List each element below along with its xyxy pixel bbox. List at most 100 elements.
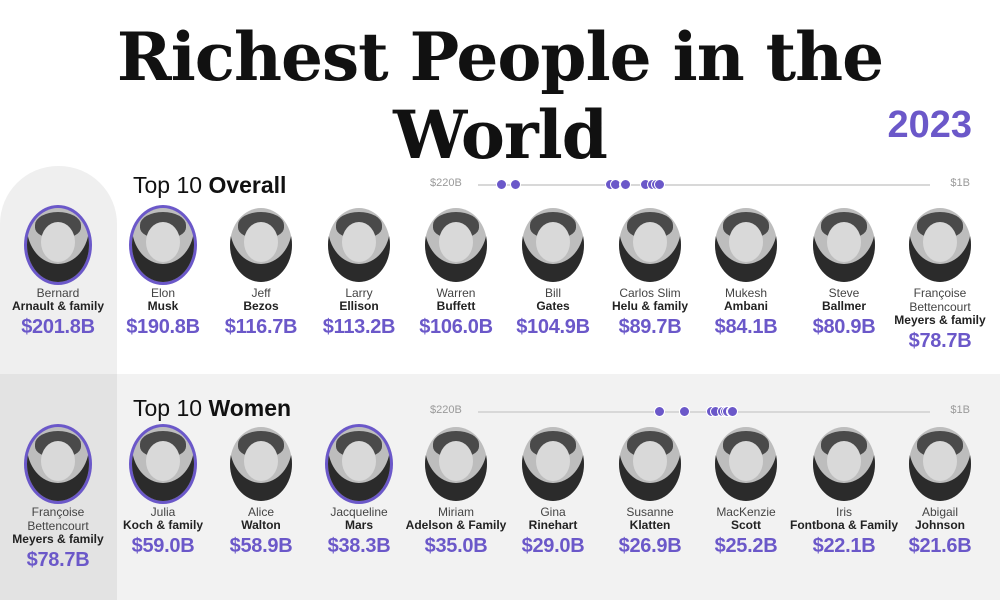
portrait-face [146, 441, 180, 481]
person-net-worth: $89.7B [618, 316, 682, 338]
person-first-name: Warren [436, 286, 476, 300]
portrait-face [342, 222, 376, 262]
person-last-name: Walton [241, 518, 281, 532]
portrait-avatar [132, 427, 194, 501]
portrait-avatar [425, 427, 487, 501]
portrait-avatar [813, 427, 875, 501]
person-net-worth: $113.2B [322, 316, 396, 338]
person-net-worth: $26.9B [618, 535, 682, 557]
person-last-name: Mars [344, 518, 373, 532]
person-card: MacKenzie Scott $25.2B [690, 427, 802, 558]
person-card: Larry Ellison $113.2B [303, 208, 415, 339]
portrait-face [439, 222, 473, 262]
women-title-bold: Women [208, 395, 292, 421]
net-worth-dot [510, 179, 522, 190]
person-last-name: Musk [147, 299, 179, 313]
women-scale: $220B $1B [420, 402, 980, 422]
person-first-name: Julia [150, 505, 176, 519]
person-net-worth: $35.0B [424, 535, 488, 557]
portrait-face [633, 441, 667, 481]
person-net-worth: $29.0B [521, 535, 585, 557]
person-first-name: Alice [247, 505, 274, 519]
portrait-avatar [132, 208, 194, 282]
person-last-name: Meyers & family [894, 313, 986, 327]
overall-scale-max: $220B [430, 177, 462, 189]
year-label: 2023 [887, 104, 972, 146]
person-card: Iris Fontbona & Family $22.1B [788, 427, 900, 558]
net-worth-dot [496, 179, 508, 190]
portrait-avatar [715, 427, 777, 501]
person-first-name: Iris [836, 505, 852, 519]
portrait-avatar [230, 427, 292, 501]
person-net-worth: $38.3B [327, 535, 391, 557]
person-first-name: Françoise Bettencourt [27, 505, 89, 533]
portrait-avatar [425, 208, 487, 282]
person-net-worth: $78.7B [908, 330, 972, 352]
portrait-face [41, 222, 75, 262]
person-first-name: Françoise Bettencourt [909, 286, 971, 314]
person-last-name: Meyers & family [12, 532, 104, 546]
portrait-face [633, 222, 667, 262]
person-last-name: Gates [536, 299, 570, 313]
person-last-name: Arnault & family [11, 299, 104, 313]
portrait-face [244, 222, 278, 262]
portrait-face [923, 441, 957, 481]
person-net-worth: $25.2B [714, 535, 778, 557]
person-first-name: Jeff [251, 286, 271, 300]
person-net-worth: $201.8B [21, 316, 95, 338]
person-net-worth: $84.1B [714, 316, 778, 338]
overall-scale: $220B $1B [420, 175, 980, 195]
person-first-name: Miriam [438, 505, 474, 519]
portrait-face [439, 441, 473, 481]
overall-title-light: Top 10 [133, 172, 203, 198]
person-net-worth: $78.7B [26, 549, 90, 571]
person-net-worth: $104.9B [516, 316, 590, 338]
person-card: Jeff Bezos $116.7B [205, 208, 317, 339]
person-first-name: Carlos Slim [619, 286, 681, 300]
net-worth-dot [620, 179, 632, 190]
portrait-face [536, 441, 570, 481]
overall-scale-min: $1B [950, 177, 970, 189]
person-card: Miriam Adelson & Family $35.0B [400, 427, 512, 558]
person-card: Françoise Bettencourt Meyers & family $78.… [2, 427, 114, 572]
person-first-name: Abigail [921, 505, 959, 519]
person-last-name: Rinehart [528, 518, 578, 532]
page-title: Richest People in the World [116, 18, 884, 174]
person-last-name: Bezos [243, 299, 279, 313]
portrait-face [244, 441, 278, 481]
portrait-face [729, 222, 763, 262]
portrait-avatar [328, 208, 390, 282]
person-last-name: Koch & family [122, 518, 203, 532]
person-first-name: Mukesh [724, 286, 768, 300]
person-last-name: Ambani [723, 299, 768, 313]
net-worth-dot [726, 406, 738, 417]
person-last-name: Johnson [915, 518, 965, 532]
portrait-avatar [813, 208, 875, 282]
person-first-name: Gina [540, 505, 566, 519]
net-worth-dot [679, 406, 691, 417]
women-scale-min: $1B [950, 404, 970, 416]
portrait-avatar [715, 208, 777, 282]
person-net-worth: $58.9B [229, 535, 293, 557]
portrait-face [923, 222, 957, 262]
person-net-worth: $80.9B [812, 316, 876, 338]
portrait-avatar [522, 208, 584, 282]
portrait-avatar [619, 208, 681, 282]
person-card: Alice Walton $58.9B [205, 427, 317, 558]
portrait-face [536, 222, 570, 262]
person-first-name: Bill [544, 286, 561, 300]
person-net-worth: $21.6B [908, 535, 972, 557]
person-card: Elon Musk $190.8B [107, 208, 219, 339]
portrait-avatar [27, 208, 89, 282]
person-first-name: MacKenzie [716, 505, 776, 519]
person-card: Steve Ballmer $80.9B [788, 208, 900, 339]
portrait-avatar [328, 427, 390, 501]
person-last-name: Klatten [629, 518, 671, 532]
person-last-name: Fontbona & Family [790, 518, 898, 532]
women-scale-line [478, 411, 930, 413]
person-last-name: Ballmer [821, 299, 867, 313]
person-first-name: Susanne [626, 505, 674, 519]
person-card: Abigail Johnson $21.6B [884, 427, 996, 558]
person-card: Françoise Bettencourt Meyers & family $78.… [884, 208, 996, 353]
person-card: Susanne Klatten $26.9B [594, 427, 706, 558]
